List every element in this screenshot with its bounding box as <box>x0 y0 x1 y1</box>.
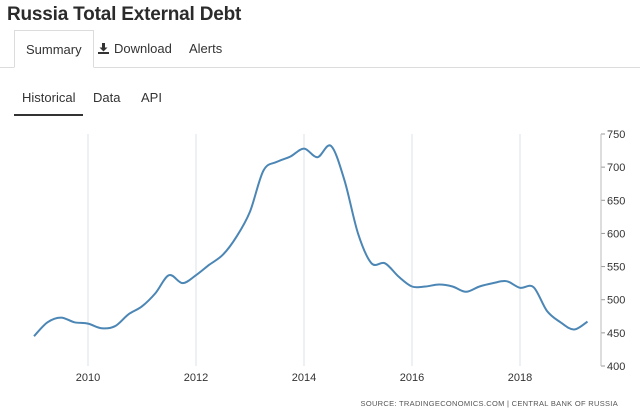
y-tick-label: 450 <box>607 328 625 340</box>
x-tick-label: 2016 <box>400 372 424 384</box>
x-tick-label: 2012 <box>184 372 208 384</box>
tab-download-label: Download <box>114 41 172 56</box>
chart-svg: 2010 2012 2014 2016 2018 400 450 500 550 600 650 70… <box>33 129 625 408</box>
subtab-api[interactable]: API <box>141 90 162 105</box>
tab-summary[interactable]: Summary <box>14 30 94 68</box>
tab-download[interactable]: Download <box>98 30 172 68</box>
page-title: Russia Total External Debt <box>7 4 242 25</box>
x-tick-label: 2018 <box>508 372 532 384</box>
y-tick-label: 750 <box>607 129 625 141</box>
y-tick-label: 500 <box>607 295 625 307</box>
active-subtab-indicator <box>14 114 83 116</box>
subtab-historical[interactable]: Historical <box>22 90 76 105</box>
y-tick-label: 550 <box>607 262 625 274</box>
line-chart: 2010 2012 2014 2016 2018 400 450 500 550 600 650 70… <box>0 120 640 412</box>
y-tick-label: 400 <box>607 361 625 373</box>
tab-bar: Summary Download Alerts <box>0 30 640 68</box>
tab-alerts[interactable]: Alerts <box>189 41 223 56</box>
y-tick-label: 700 <box>607 162 625 174</box>
download-icon <box>98 31 109 54</box>
y-tick-label: 600 <box>607 228 625 240</box>
view-subtabs: Historical Data API <box>0 80 640 116</box>
source-attribution: SOURCE: TRADINGECONOMICS.COM | CENTRAL B… <box>361 399 618 408</box>
series-line <box>33 144 589 337</box>
x-tick-label: 2014 <box>292 372 316 384</box>
y-tick-label: 650 <box>607 195 625 207</box>
x-tick-label: 2010 <box>76 372 100 384</box>
subtab-data[interactable]: Data <box>93 90 121 105</box>
